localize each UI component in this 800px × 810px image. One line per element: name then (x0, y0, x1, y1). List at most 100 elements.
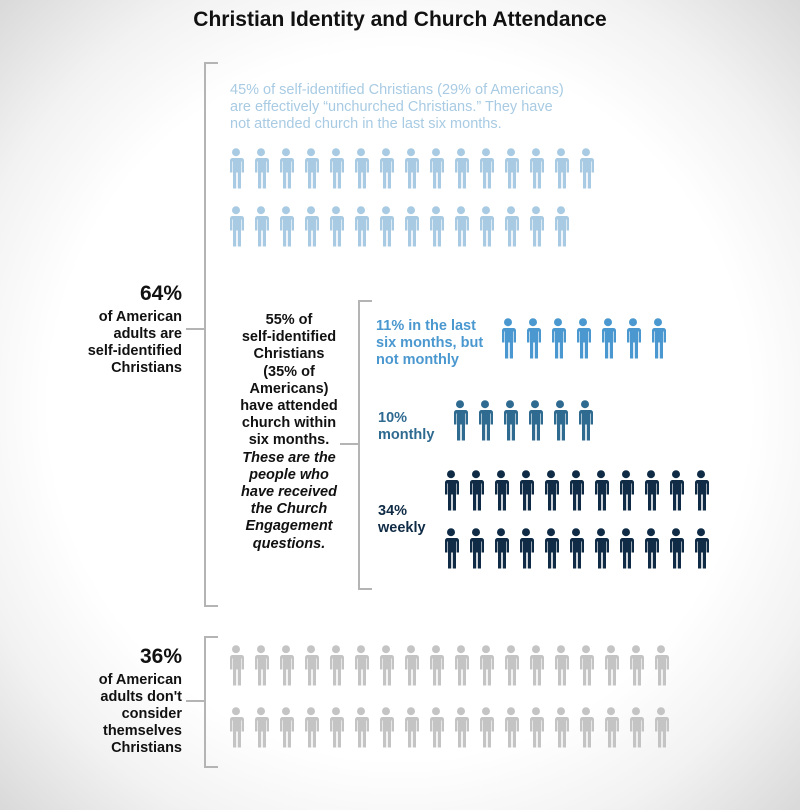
non-christians-label-line: themselves (103, 723, 182, 739)
group-label-line: 11% in the last (376, 318, 476, 334)
unchurched-person-icon (380, 148, 394, 189)
unchurched-note-line: are effectively “unchurched Christians.”… (230, 99, 553, 115)
group-label-last-six-months: 11% in the last six months, but not mont… (376, 318, 496, 369)
group-label-line: 34% (378, 503, 408, 519)
attended-line: Christians (253, 346, 325, 363)
chart-title: Christian Identity and Church Attendance (193, 8, 607, 31)
weekly-person-icon (545, 528, 559, 569)
unchurched-person-icon (455, 206, 469, 247)
non-christian-person-icon (505, 645, 519, 686)
non-christians-label-line: of American (98, 672, 182, 688)
unchurched-person-icon (405, 148, 419, 189)
non-christian-person-icon (230, 645, 244, 686)
weekly-person-icon (645, 528, 659, 569)
unchurched-person-icon (355, 148, 369, 189)
non-christians-label-line: adults don't (100, 689, 182, 705)
weekly-person-icon (545, 470, 559, 511)
non-christian-person-icon (630, 707, 644, 748)
attended-line: Americans) (249, 380, 329, 397)
attended-line: self-identified (241, 329, 337, 346)
unchurched-person-icon (480, 206, 494, 247)
weekly-person-icon (670, 528, 684, 569)
unchurched-person-icon (230, 148, 244, 189)
unchurched-person-icon (280, 148, 294, 189)
monthly-person-icon (454, 400, 468, 441)
weekly-person-icon (570, 528, 584, 569)
non-christian-person-icon (605, 707, 619, 748)
non-christian-person-icon (555, 645, 569, 686)
christians-label-line: of American (98, 309, 182, 325)
weekly-person-icon (495, 470, 509, 511)
group-label-line: weekly (378, 520, 426, 536)
non-christian-person-icon (505, 707, 519, 748)
non-christian-person-icon (580, 645, 594, 686)
group-label-monthly: 10% monthly (378, 410, 448, 444)
non-christian-person-icon (455, 707, 469, 748)
non-christian-person-icon (630, 645, 644, 686)
non-christian-person-icon (455, 645, 469, 686)
weekly-person-icon (470, 528, 484, 569)
non-christian-person-icon (330, 645, 344, 686)
weekly-person-icon (495, 528, 509, 569)
weekly-person-icon (695, 528, 709, 569)
weekly-person-icon (595, 528, 609, 569)
non-christians-percent: 36% (139, 645, 182, 668)
attended-line: have attended (240, 398, 338, 415)
christians-percent: 64% (139, 282, 182, 305)
unchurched-person-icon (505, 206, 519, 247)
unchurched-person-icon (580, 148, 594, 189)
unchurched-person-icon (305, 206, 319, 247)
weekly-person-icon (445, 528, 459, 569)
unchurched-person-icon (280, 206, 294, 247)
unchurched-person-icon (530, 206, 544, 247)
unchurched-person-icon (355, 206, 369, 247)
non-christian-person-icon (605, 645, 619, 686)
monthly-person-icon (579, 400, 593, 441)
unchurched-person-icon (430, 148, 444, 189)
non-christian-person-icon (655, 707, 669, 748)
weekly-person-icon (520, 470, 534, 511)
non-christian-person-icon (230, 707, 244, 748)
weekly-person-icon (645, 470, 659, 511)
unchurched-person-icon (380, 206, 394, 247)
unchurched-person-icon (530, 148, 544, 189)
non-christian-person-icon (305, 707, 319, 748)
attended-italic-line: Engagement (245, 518, 333, 535)
unchurched-person-icon (255, 206, 269, 247)
group-label-line: not monthly (376, 352, 459, 368)
unchurched-person-icon (455, 148, 469, 189)
attended-bracket-top (358, 300, 372, 302)
weekly-person-icon (620, 470, 634, 511)
attended-italic-line: people who (249, 466, 329, 483)
six-months-person-icon (527, 318, 541, 359)
unchurched-person-icon (405, 206, 419, 247)
christians-bracket (204, 62, 206, 607)
monthly-person-icon (504, 400, 518, 441)
unchurched-person-icon (330, 148, 344, 189)
monthly-person-icon (554, 400, 568, 441)
non-christian-person-icon (480, 707, 494, 748)
six-months-person-icon (652, 318, 666, 359)
attended-bracket (358, 300, 360, 590)
attended-italic-line: questions. (252, 535, 326, 552)
non-christian-person-icon (255, 645, 269, 686)
unchurched-note: 45% of self-identified Christians (29% o… (230, 82, 610, 133)
non-christian-person-icon (330, 707, 344, 748)
six-months-person-icon (577, 318, 591, 359)
christians-label-line: self-identified (87, 343, 182, 359)
weekly-person-icon (620, 528, 634, 569)
group-label-line: 10% (378, 410, 408, 426)
non-christian-person-icon (430, 645, 444, 686)
attended-italic-line: the Church (250, 501, 328, 518)
monthly-person-icon (529, 400, 543, 441)
six-months-person-icon (552, 318, 566, 359)
unchurched-person-icon (230, 206, 244, 247)
non-christian-person-icon (530, 645, 544, 686)
six-months-person-icon (627, 318, 641, 359)
christians-label-line: adults are (113, 326, 183, 342)
weekly-person-icon (595, 470, 609, 511)
weekly-person-icon (670, 470, 684, 511)
non-christian-person-icon (355, 707, 369, 748)
weekly-person-icon (470, 470, 484, 511)
weekly-person-icon (445, 470, 459, 511)
